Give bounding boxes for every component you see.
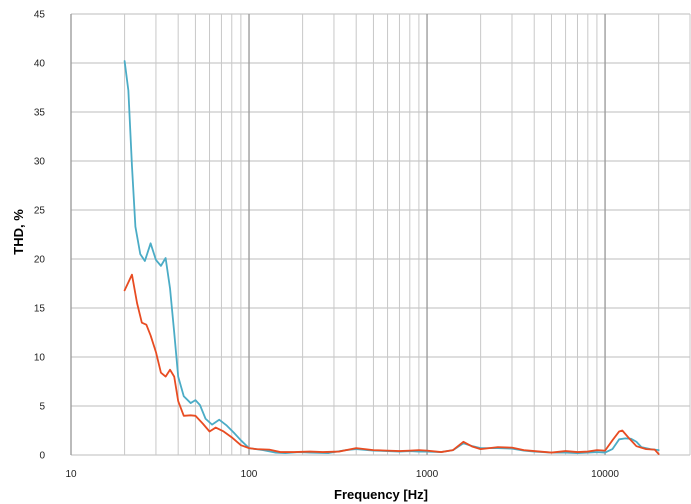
y-tick-label: 25 [34,206,46,217]
series-lines [123,60,660,455]
grid [70,13,691,456]
x-tick-label: 100 [241,469,258,480]
y-tick-label: 0 [39,451,45,462]
series-line-2 [123,273,660,455]
x-tick-label: 1000 [416,469,439,480]
y-tick-label: 40 [34,59,46,70]
x-tick-label: 10 [65,469,77,480]
y-tick-label: 10 [34,353,46,364]
x-axis-title: Frequency [Hz] [334,487,428,502]
series-line-1 [123,60,660,454]
y-tick-label: 35 [34,108,46,119]
tick-labels: 0 5 10 15 20 25 30 35 40 45 10 100 1000 10000 [34,10,620,481]
y-tick-label: 30 [34,157,46,168]
x-tick-label: 10000 [591,469,619,480]
y-tick-label: 45 [34,10,46,21]
y-tick-label: 20 [34,255,46,266]
y-tick-label: 5 [39,402,45,413]
y-axis-title: THD, % [11,209,26,255]
y-tick-label: 15 [34,304,46,315]
